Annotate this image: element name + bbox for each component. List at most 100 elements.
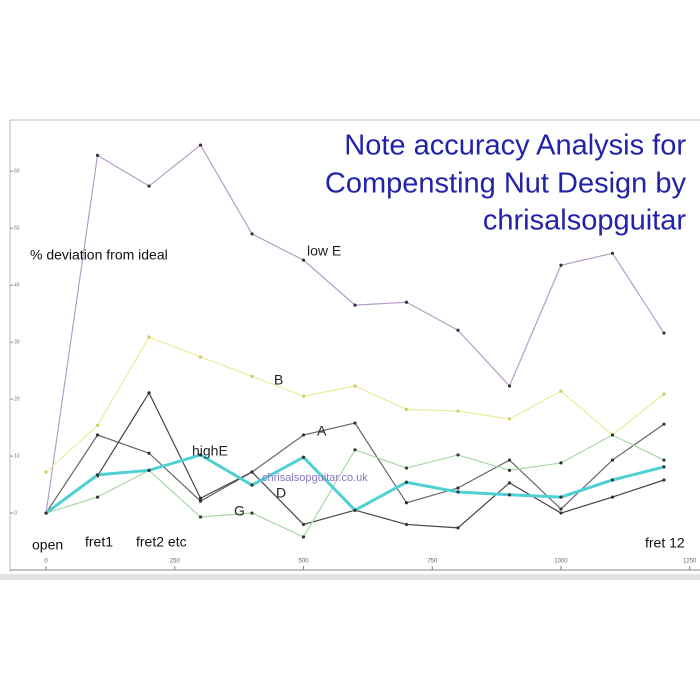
data-point	[507, 384, 512, 388]
data-point	[353, 508, 357, 512]
data-point	[610, 458, 615, 462]
data-point	[404, 501, 409, 505]
data-point	[456, 490, 460, 494]
data-point	[404, 407, 409, 411]
annotation: fret2 etc	[136, 534, 187, 550]
data-point	[198, 496, 203, 500]
data-point	[198, 143, 203, 147]
data-point	[404, 300, 409, 304]
y-tick-label: 40	[14, 283, 20, 289]
chart-title-line: chrisalsopguitar	[483, 205, 686, 237]
data-point	[610, 433, 615, 437]
data-point	[456, 453, 460, 457]
data-point	[353, 384, 357, 388]
data-point	[404, 466, 409, 470]
data-point	[198, 515, 203, 519]
data-point	[610, 251, 615, 255]
annotation: fret1	[85, 534, 113, 550]
data-point	[147, 468, 151, 472]
x-tick-label: 250	[170, 559, 181, 565]
data-point	[301, 433, 306, 437]
series-label: low E	[307, 243, 341, 259]
series-label: B	[274, 372, 283, 388]
data-point	[456, 486, 460, 490]
x-tick-label: 500	[298, 559, 309, 565]
data-point	[95, 433, 100, 437]
data-point	[662, 392, 666, 396]
data-point	[147, 391, 151, 395]
chart-title-line: Compensting Nut Design by	[325, 168, 687, 200]
data-point	[559, 461, 563, 465]
data-point	[301, 455, 306, 459]
data-point	[507, 417, 512, 421]
data-point	[559, 511, 563, 515]
data-point	[250, 470, 254, 474]
data-point	[250, 511, 254, 515]
data-point	[507, 493, 512, 497]
series-label: D	[276, 485, 286, 501]
data-point	[353, 303, 357, 307]
y-tick-label: 20	[14, 396, 20, 402]
data-point	[662, 465, 666, 469]
data-point	[559, 389, 563, 393]
annotation: open	[32, 537, 63, 553]
data-point	[44, 470, 48, 474]
y-tick-label: 0	[14, 510, 17, 516]
data-point	[353, 421, 357, 425]
series-label: A	[317, 423, 327, 439]
data-point	[662, 458, 666, 462]
x-tick-label: 0	[44, 559, 48, 565]
data-point	[559, 507, 563, 511]
x-tick-label: 750	[427, 559, 438, 565]
series-label: highE	[192, 443, 228, 459]
data-point	[610, 478, 615, 482]
data-point	[301, 522, 306, 527]
data-point	[456, 526, 460, 530]
y-tick-label: 30	[14, 339, 20, 345]
data-point	[610, 495, 615, 499]
data-point	[198, 499, 203, 503]
data-point	[404, 522, 409, 527]
data-point	[198, 355, 203, 359]
data-point	[662, 478, 666, 482]
annotation: fret 12	[645, 535, 685, 551]
data-point	[147, 184, 151, 188]
data-point	[507, 481, 512, 485]
data-point	[507, 468, 512, 472]
data-point	[662, 422, 666, 426]
data-point	[44, 511, 48, 515]
data-point	[250, 374, 254, 378]
scroll-strip	[0, 574, 700, 580]
data-point	[559, 263, 563, 267]
data-point	[559, 495, 563, 499]
x-tick-label: 1000	[554, 559, 568, 565]
series-label: G	[234, 503, 245, 519]
data-point	[250, 483, 254, 487]
data-point	[95, 153, 100, 157]
data-point	[507, 458, 512, 462]
y-tick-label: 10	[14, 453, 20, 459]
data-point	[456, 409, 460, 413]
y-tick-label: 50	[14, 226, 20, 232]
data-point	[95, 495, 100, 499]
data-point	[353, 448, 357, 452]
data-point	[147, 335, 151, 339]
data-point	[95, 423, 100, 427]
chart-title-line: Note accuracy Analysis for	[344, 130, 686, 162]
data-point	[147, 451, 151, 455]
data-point	[250, 232, 254, 236]
annotation: % deviation from ideal	[30, 247, 168, 263]
data-point	[456, 328, 460, 332]
x-tick-label: 1250	[683, 559, 697, 565]
data-point	[301, 535, 306, 539]
data-point	[301, 394, 306, 398]
data-point	[198, 453, 203, 457]
data-point	[662, 331, 666, 335]
y-tick-label: 60	[14, 169, 20, 175]
data-point	[301, 258, 306, 262]
watermark: chrisalsopguitar.co.uk	[262, 472, 368, 484]
data-point	[404, 480, 409, 484]
data-point	[95, 473, 100, 477]
